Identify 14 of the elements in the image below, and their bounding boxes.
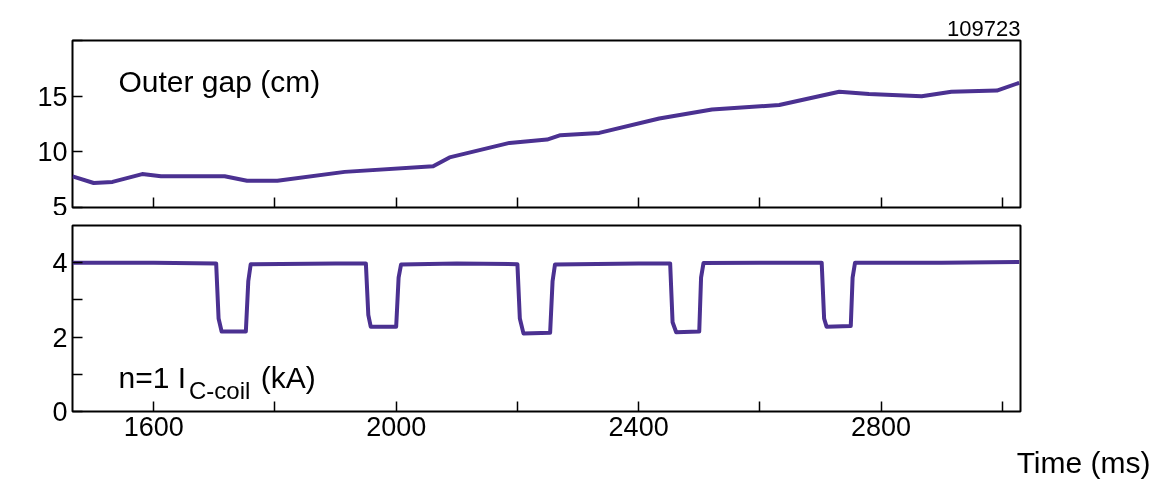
line-series (72, 259, 1021, 336)
y-tick-label: 2 (52, 322, 68, 353)
x-axis-title: Time (ms) (1016, 445, 1151, 479)
x-tick-label: 1600 (123, 411, 184, 442)
y-tick-label: 15 (37, 81, 68, 112)
text: 109723 (947, 15, 1021, 41)
y-tick-label: 0 (52, 397, 68, 427)
x-tick-label: 2400 (608, 411, 669, 442)
y-tick-label: 4 (52, 248, 68, 279)
y-tick-label: 5 (52, 191, 68, 222)
annotation: Outer gap (cm) (118, 64, 321, 98)
x-tick-label: 2800 (851, 411, 912, 442)
y-tick-label: 10 (37, 137, 68, 168)
x-tick-label: 2000 (366, 411, 427, 442)
